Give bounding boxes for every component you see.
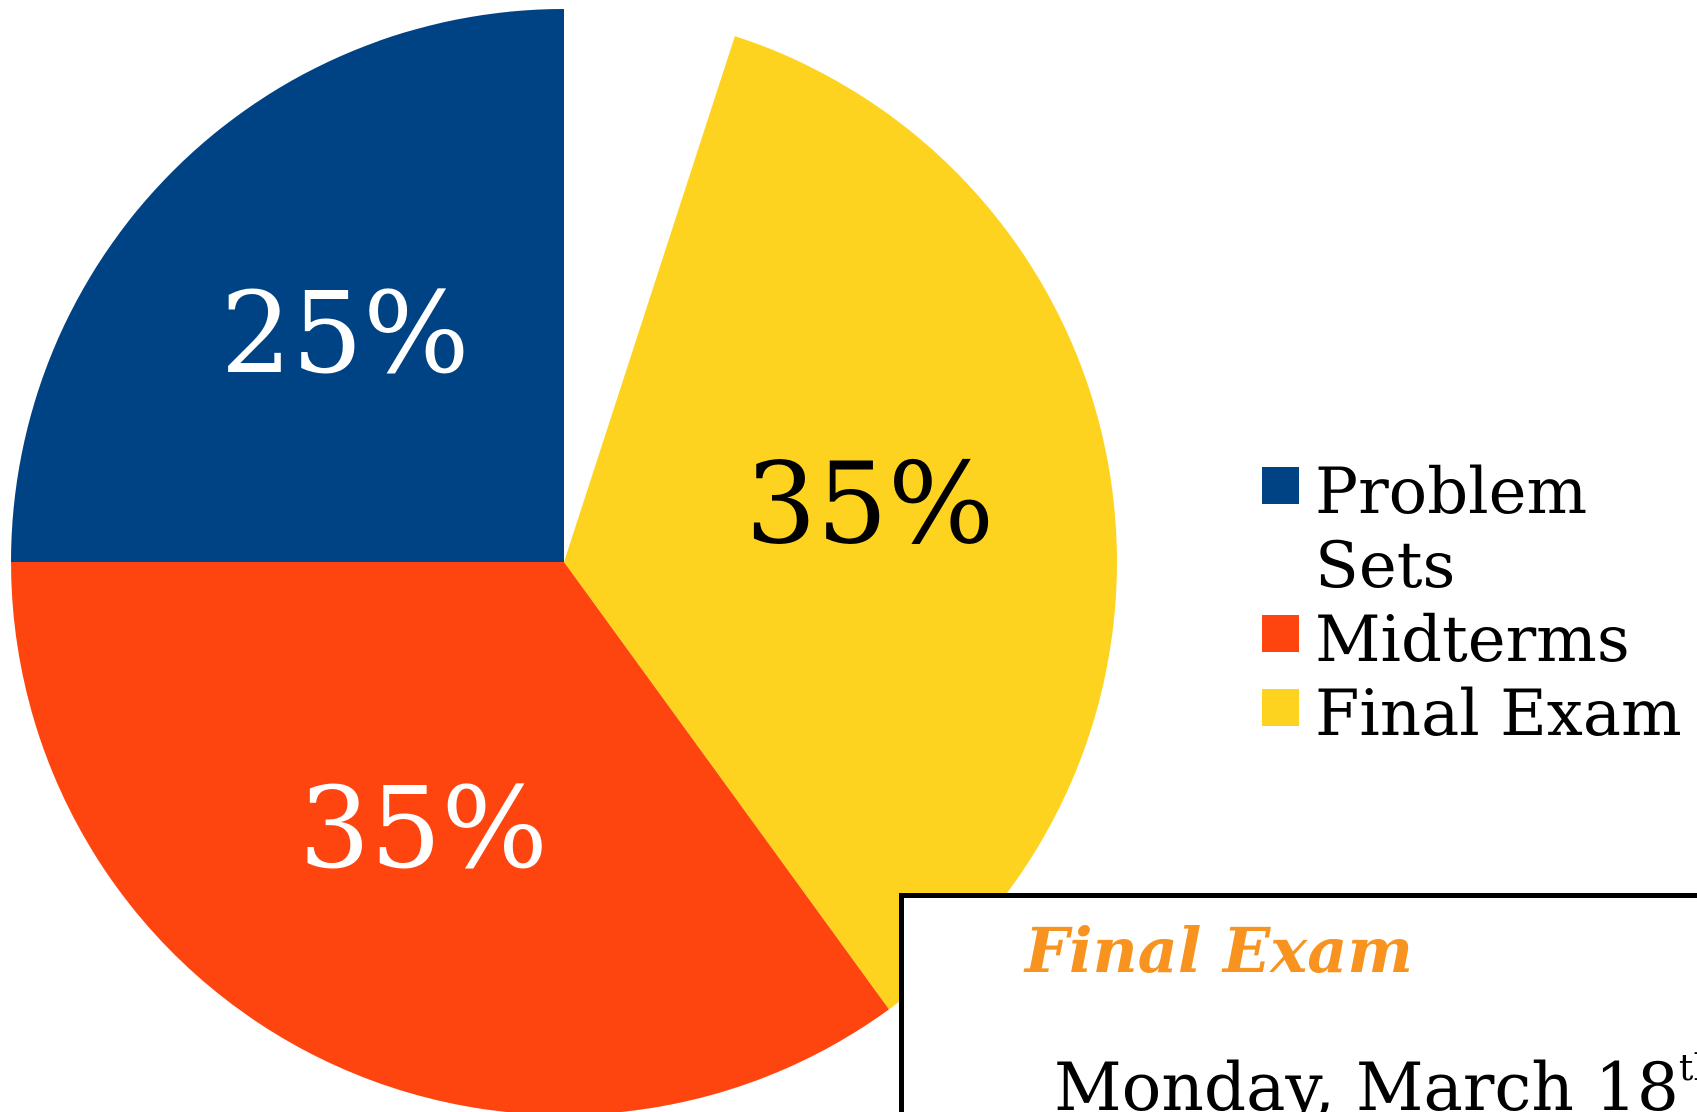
- legend-label: Midterms: [1315, 603, 1630, 677]
- date-text: Monday, March 18: [1054, 1049, 1679, 1112]
- pie-slice: [564, 36, 1118, 1010]
- date-suffix: th: [1678, 1048, 1697, 1089]
- slice-label: 25%: [221, 269, 470, 399]
- legend: Problem Sets Midterms Final Exam: [1262, 455, 1697, 751]
- legend-swatch: [1262, 467, 1299, 504]
- legend-item: Problem Sets: [1262, 455, 1697, 603]
- legend-label: Final Exam: [1315, 677, 1682, 751]
- slice-label: 35%: [745, 440, 994, 570]
- pie-slice: [11, 562, 890, 1112]
- legend-item: Final Exam: [1262, 677, 1697, 751]
- legend-label: Problem Sets: [1315, 455, 1588, 603]
- legend-item: Midterms: [1262, 603, 1697, 677]
- legend-swatch: [1262, 689, 1299, 726]
- slice-label: 35%: [299, 764, 548, 894]
- legend-swatch: [1262, 615, 1299, 652]
- note-title: Final Exam: [1025, 914, 1413, 987]
- note-date: Monday, March 18th: [1054, 1048, 1697, 1112]
- note-box: Final Exam Monday, March 18th: [899, 893, 1697, 1112]
- pie-slice: [11, 9, 564, 562]
